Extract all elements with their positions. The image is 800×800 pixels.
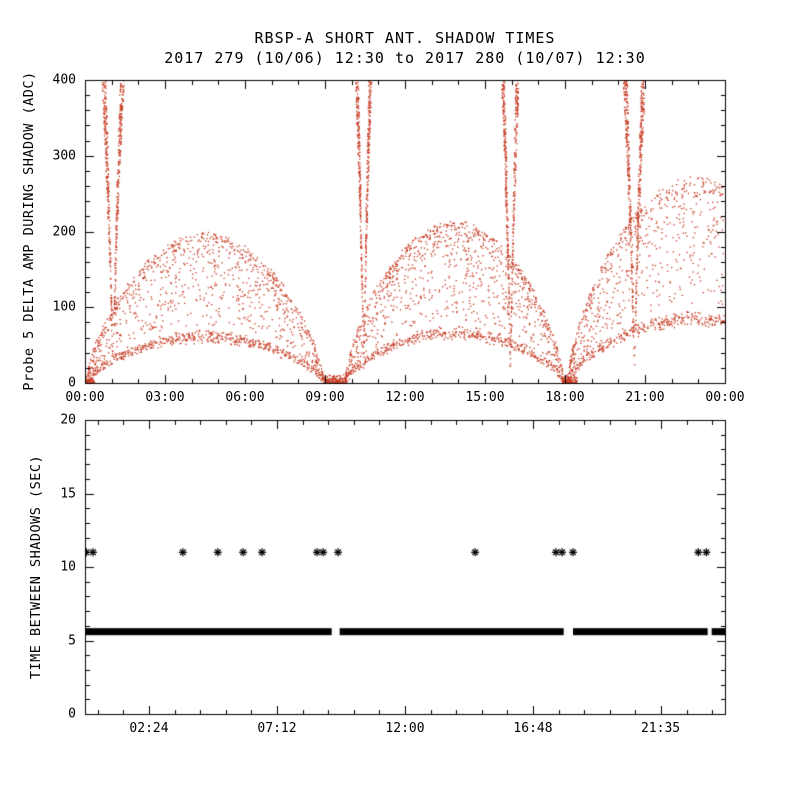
top-x-tick-label: 12:00 (385, 390, 425, 405)
chart-subtitle: 2017 279 (10/06) 12:30 to 2017 280 (10/0… (164, 49, 646, 67)
top-y-tick-label: 100 (52, 299, 76, 315)
top-y-tick-label: 200 (52, 224, 76, 239)
top-x-tick-label: 03:00 (145, 390, 185, 405)
top-panel-plot-area (85, 80, 725, 383)
top-x-tick-label: 09:00 (305, 390, 345, 405)
top-x-tick-label: 00:00 (65, 390, 105, 405)
bottom-x-tick-label: 07:12 (257, 721, 297, 736)
bottom-y-tick-label: 15 (60, 486, 76, 501)
bottom-panel-plot-area (85, 420, 725, 714)
bottom-y-axis-label: TIME BETWEEN SHADOWS (SEC) (28, 454, 44, 680)
bottom-y-tick-label: 20 (60, 412, 76, 428)
bottom-y-tick-label: 5 (68, 633, 76, 648)
top-x-tick-label: 00:00 (705, 390, 745, 405)
bottom-x-tick-label: 12:00 (385, 721, 425, 736)
top-y-tick-label: 400 (52, 72, 76, 88)
top-x-tick-label: 21:00 (625, 390, 665, 405)
top-y-axis-label: Probe 5 DELTA AMP DURING SHADOW (ADC) (21, 71, 37, 391)
top-x-tick-label: 18:00 (545, 390, 585, 405)
top-x-tick-label: 15:00 (465, 390, 505, 405)
bottom-x-tick-label: 21:35 (640, 721, 681, 736)
bottom-x-tick-label: 02:24 (129, 721, 169, 736)
top-y-tick-label: 0 (68, 375, 76, 391)
bottom-y-tick-label: 10 (60, 559, 76, 575)
bottom-y-tick-label: 0 (68, 706, 76, 722)
top-y-tick-label: 300 (52, 148, 76, 164)
bottom-x-tick-label: 16:48 (513, 721, 553, 736)
chart-title: RBSP-A SHORT ANT. SHADOW TIMES (254, 29, 556, 47)
top-x-tick-label: 06:00 (225, 390, 265, 405)
